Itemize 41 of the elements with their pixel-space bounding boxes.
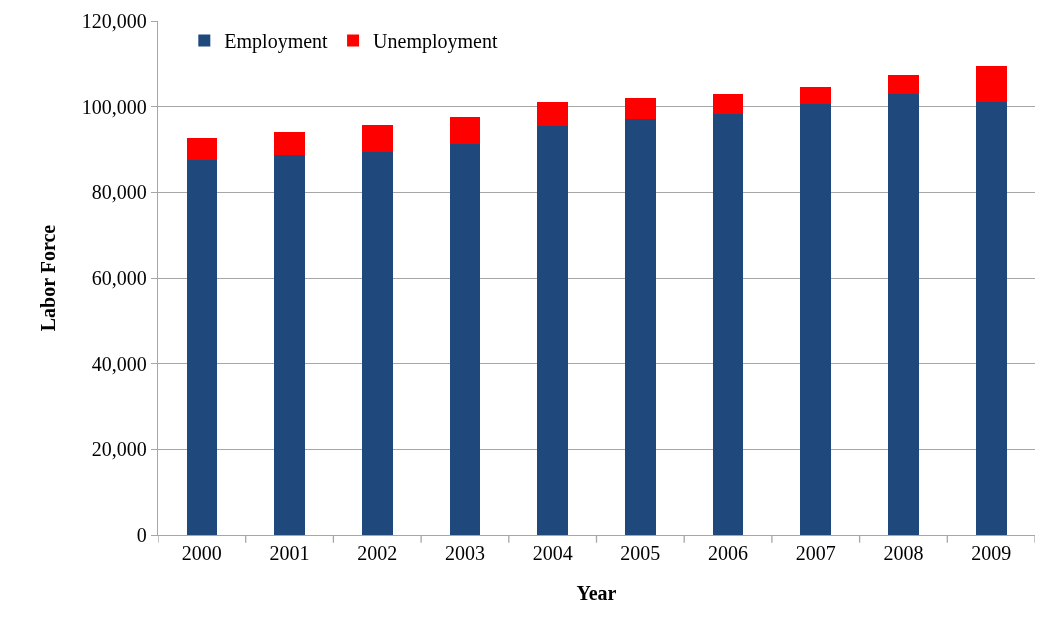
bar xyxy=(888,74,919,94)
y-tick-label: 60,000 xyxy=(91,267,147,289)
x-tick-label: 2005 xyxy=(620,542,661,565)
bar xyxy=(975,66,1007,102)
bar xyxy=(625,118,656,535)
x-tick-label: 2003 xyxy=(444,542,485,565)
bar xyxy=(449,144,481,535)
bar xyxy=(361,152,393,535)
bar xyxy=(186,159,218,535)
bar xyxy=(712,93,744,114)
bar xyxy=(975,101,1007,535)
legend-label: Employment xyxy=(224,30,329,54)
bar xyxy=(449,116,481,145)
bar xyxy=(274,154,305,535)
y-tick-label: 0 xyxy=(136,524,147,546)
y-tick-label: 20,000 xyxy=(91,438,147,461)
x-tick-label: 2008 xyxy=(883,542,924,565)
y-tick-label: 100,000 xyxy=(81,95,147,118)
x-tick-label: 2004 xyxy=(532,542,573,565)
bar xyxy=(537,125,568,535)
bar xyxy=(361,124,393,153)
bar xyxy=(888,93,919,535)
bar xyxy=(800,103,832,535)
y-tick-label: 120,000 xyxy=(81,10,147,32)
x-tick-label: 2007 xyxy=(795,542,836,565)
bar xyxy=(712,113,744,535)
x-axis-title: Year xyxy=(576,581,617,604)
x-tick-label: 2002 xyxy=(357,542,398,565)
x-tick-label: 2006 xyxy=(708,542,749,565)
x-tick-label: 2000 xyxy=(181,542,222,565)
x-tick-label: 2009 xyxy=(971,542,1012,565)
y-tick-label: 40,000 xyxy=(91,352,147,375)
y-tick-label: 80,000 xyxy=(91,181,147,204)
bar xyxy=(537,101,568,126)
y-axis-title: Labor Force xyxy=(37,224,60,332)
bar xyxy=(625,97,656,119)
legend-label: Unemployment xyxy=(373,30,498,54)
bar xyxy=(186,138,218,160)
x-tick-label: 2001 xyxy=(269,542,310,565)
bar xyxy=(274,132,305,155)
bar xyxy=(800,86,832,104)
